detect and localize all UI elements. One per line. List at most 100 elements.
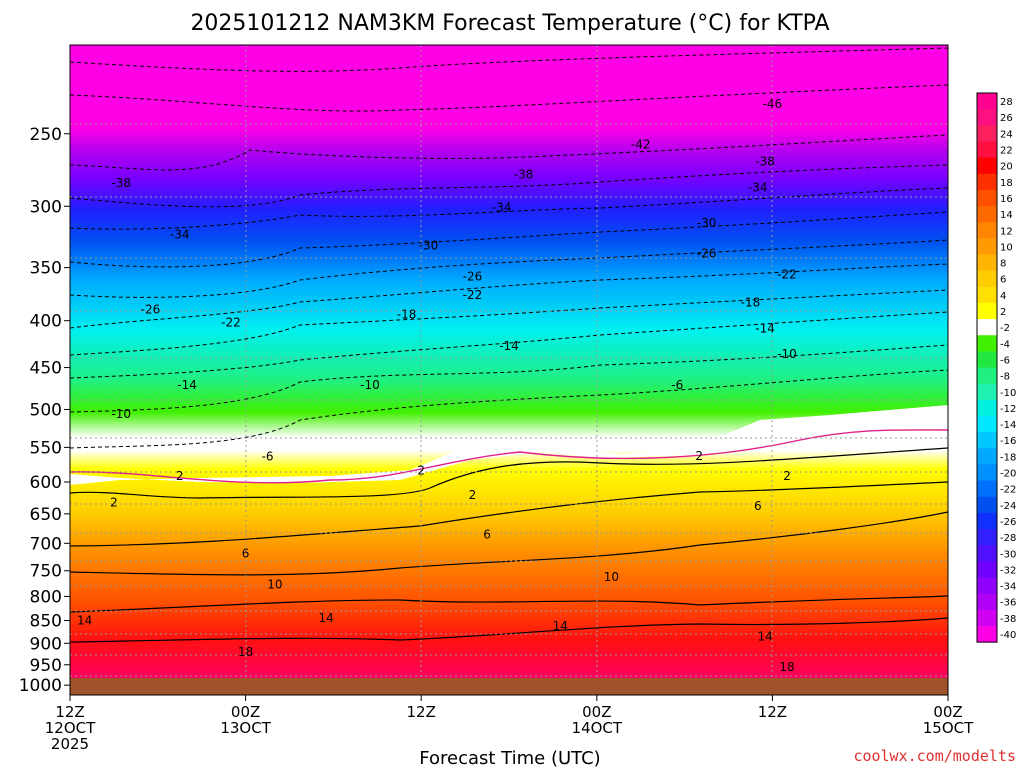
x-tick-label: 00Z: [231, 703, 260, 721]
colorbar-label: -16: [1000, 436, 1016, 447]
colorbar-swatch: [977, 561, 997, 578]
contour-label: -10: [111, 407, 131, 421]
colorbar: 28 26 24 22 20 18 16 14 12 10 8 6 4 2 -2 -4 -6 -8 -10 -12 -1…: [976, 92, 1016, 643]
contour-label: -34: [748, 180, 768, 194]
colorbar-label: 18: [1000, 178, 1013, 189]
colorbar-label: -14: [1000, 420, 1016, 431]
colorbar-label: -18: [1000, 452, 1016, 463]
contour-label: -30: [697, 216, 717, 230]
colorbar-swatch: [977, 254, 997, 272]
contour-label: -30: [419, 238, 439, 252]
y-tick-label: 1000: [19, 676, 62, 696]
y-tick-label: 550: [30, 438, 62, 458]
contour-label: 2: [176, 469, 184, 483]
colorbar-label: 4: [1000, 291, 1006, 302]
y-tick-label: 900: [30, 634, 62, 654]
colorbar-label: -22: [1000, 485, 1016, 496]
colorbar-label: 22: [1000, 146, 1013, 157]
contour-label: 2: [110, 496, 118, 510]
y-tick-label: 250: [30, 125, 62, 145]
x-tick-label: 13OCT: [220, 719, 271, 737]
chart-title: 2025101212 NAM3KM Forecast Temperature (…: [190, 11, 829, 36]
colorbar-label: -20: [1000, 469, 1016, 480]
x-axis-label: Forecast Time (UTC): [419, 748, 600, 768]
colorbar-swatch: [977, 302, 997, 320]
contour-label: 2: [695, 449, 703, 463]
x-tick-label: 12Z: [758, 703, 787, 721]
colorbar-swatch: [977, 173, 997, 191]
x-tick-label: 14OCT: [572, 719, 623, 737]
contour-label: 10: [267, 577, 282, 591]
contour-label: -22: [463, 288, 483, 302]
contour-label: -46: [763, 97, 783, 111]
contour-label: -6: [671, 378, 683, 392]
contour-label: 10: [604, 570, 619, 584]
contour-label: -14: [177, 378, 197, 392]
y-tick-label: 350: [30, 259, 62, 279]
x-tick-label: 00Z: [582, 703, 611, 721]
colorbar-label: -30: [1000, 549, 1016, 560]
freezing-contour: [69, 429, 949, 484]
colorbar-swatch: [977, 270, 997, 288]
colorbar-label: -8: [1000, 372, 1010, 383]
colorbar-swatch: [977, 206, 997, 223]
colorbar-label: -32: [1000, 565, 1016, 576]
y-tick-label: 400: [30, 312, 62, 332]
contour-label: 18: [238, 645, 253, 659]
x-tick-label: 15OCT: [923, 719, 974, 737]
colorbar-swatch: [977, 593, 997, 611]
colorbar-label: 28: [1000, 97, 1013, 108]
colorbar-swatch: [977, 529, 997, 546]
contour-label: -34: [170, 227, 190, 241]
colorbar-swatch: [977, 480, 997, 498]
contour-label: 2: [417, 464, 425, 478]
colorbar-swatch: [977, 399, 997, 417]
colorbar-swatch: [977, 125, 997, 142]
y-tick-label: 950: [30, 656, 62, 676]
y-tick-label: 700: [30, 534, 62, 554]
x-tick-label: 2025: [51, 735, 89, 753]
contour-label: 2: [469, 488, 477, 502]
y-axis: 2503003504004505005506006507007508008509…: [19, 125, 70, 696]
colorbar-swatch: [977, 238, 997, 255]
contour-label: -26: [463, 270, 483, 284]
contour-label: -14: [755, 322, 775, 336]
colorbar-swatch: [977, 383, 997, 401]
colorbar-label: -2: [1000, 323, 1010, 334]
colorbar-label: -24: [1000, 501, 1016, 512]
credit-text[interactable]: coolwx.com/modelts: [853, 747, 1016, 765]
colorbar-label: 16: [1000, 194, 1013, 205]
contour-label: -34: [492, 201, 512, 215]
colorbar-label: -40: [1000, 630, 1016, 641]
colorbar-label: 20: [1000, 162, 1013, 173]
contour-label: 14: [757, 630, 772, 644]
colorbar-swatch: [977, 157, 997, 175]
colorbar-label: 26: [1000, 113, 1013, 124]
x-tick-label: 12OCT: [45, 719, 96, 737]
colorbar-swatch: [977, 448, 997, 465]
contour-label: -10: [360, 378, 380, 392]
y-tick-label: 300: [30, 197, 62, 217]
warm-contours: [69, 447, 949, 643]
contour-label: 6: [242, 546, 250, 560]
contour-label: -22: [221, 316, 241, 330]
colorbar-label: -34: [1000, 582, 1016, 593]
colorbar-swatch: [977, 496, 997, 514]
colorbar-swatch: [977, 351, 997, 369]
contour-label: -22: [777, 267, 797, 281]
colorbar-swatch: [977, 512, 997, 530]
plot-frame: [69, 44, 949, 696]
contour-label: -10: [777, 347, 797, 361]
colorbar-label: -36: [1000, 598, 1016, 609]
colorbar-swatch: [977, 432, 997, 449]
colorbar-swatch: [977, 286, 997, 304]
contour-label: -14: [499, 339, 519, 353]
x-tick-label: 12Z: [407, 703, 436, 721]
colorbar-swatch: [977, 416, 997, 433]
y-tick-label: 650: [30, 505, 62, 525]
x-tick-label: 00Z: [933, 703, 962, 721]
contour-label: -18: [741, 295, 761, 309]
contour-label: -38: [111, 176, 131, 190]
y-tick-label: 600: [30, 473, 62, 493]
